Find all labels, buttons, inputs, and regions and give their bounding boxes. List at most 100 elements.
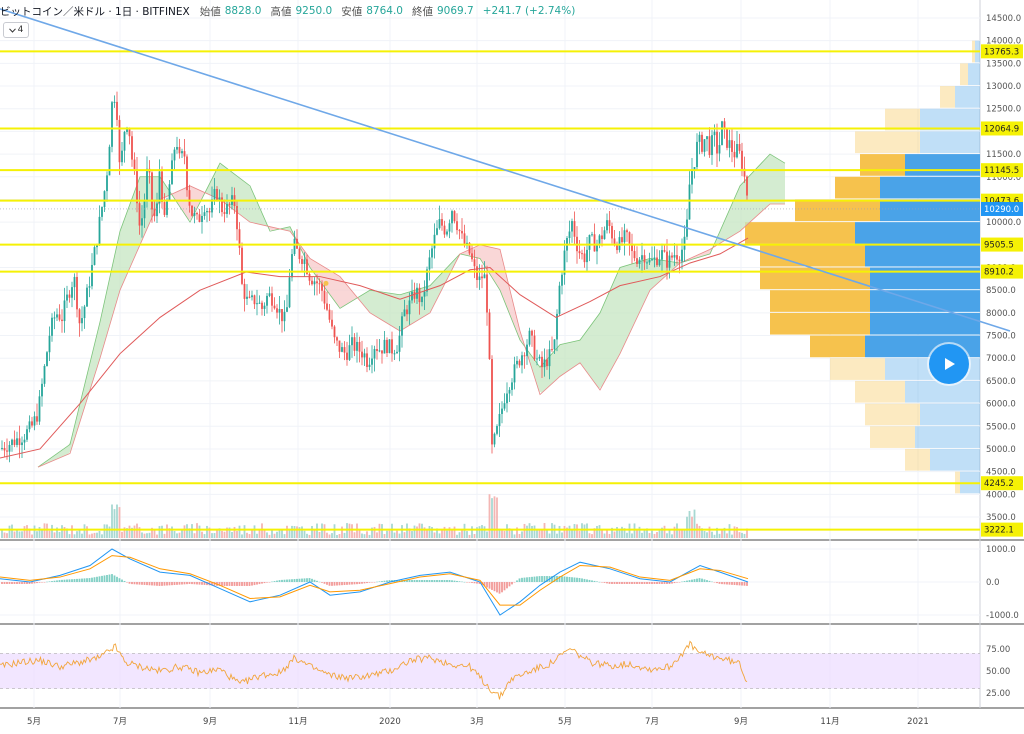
macd-histogram-bar bbox=[693, 579, 696, 582]
volume-bar bbox=[553, 524, 556, 538]
candle-body bbox=[628, 232, 631, 244]
volume-bar bbox=[386, 530, 388, 538]
macd-histogram-bar bbox=[246, 582, 248, 586]
volume-bar bbox=[506, 524, 508, 538]
macd-histogram-bar bbox=[583, 578, 586, 582]
macd-histogram-bar bbox=[256, 582, 258, 585]
candle-body bbox=[553, 339, 556, 350]
candle-body bbox=[551, 349, 553, 351]
macd-histogram-bar bbox=[91, 577, 93, 582]
volume-bar bbox=[286, 525, 288, 538]
candle-body bbox=[323, 290, 326, 304]
macd-histogram-bar bbox=[386, 580, 388, 582]
macd-histogram-bar bbox=[416, 580, 418, 582]
volume-bar bbox=[606, 529, 608, 538]
indicator-toggle-button[interactable]: 4 bbox=[3, 22, 29, 38]
macd-histogram-bar bbox=[446, 580, 448, 582]
candle-body bbox=[78, 309, 81, 324]
volume-bar bbox=[513, 534, 516, 538]
macd-histogram-bar bbox=[203, 582, 206, 585]
volume-bar bbox=[198, 525, 201, 538]
candle-body bbox=[348, 345, 351, 360]
volume-bar bbox=[663, 525, 666, 538]
macd-histogram-bar bbox=[501, 582, 503, 593]
volume-bar bbox=[548, 533, 551, 538]
candle-body bbox=[603, 230, 606, 240]
volume-bar bbox=[406, 523, 408, 538]
macd-histogram-bar bbox=[296, 578, 298, 582]
volume-bar bbox=[696, 523, 698, 538]
candle-body bbox=[256, 303, 258, 305]
candle-body bbox=[743, 168, 746, 177]
volume-bar bbox=[571, 530, 573, 538]
volume-bar bbox=[496, 497, 498, 538]
candle-body bbox=[663, 250, 666, 252]
volume-bar bbox=[343, 532, 346, 538]
play-button[interactable] bbox=[929, 344, 969, 384]
candle-body bbox=[136, 169, 138, 204]
volume-bar bbox=[1, 529, 3, 538]
candle-body bbox=[701, 134, 703, 152]
macd-histogram-bar bbox=[153, 582, 156, 586]
volume-bar bbox=[238, 525, 241, 538]
macd-histogram-bar bbox=[586, 579, 588, 582]
volume-bar bbox=[96, 532, 98, 538]
candle-body bbox=[241, 247, 243, 284]
candle-body bbox=[653, 257, 656, 260]
level-price-tag bbox=[981, 121, 1023, 136]
volume-profile-bar-up bbox=[795, 199, 880, 222]
candle-body bbox=[38, 396, 41, 422]
volume-profile-bar-down bbox=[905, 154, 980, 176]
macd-histogram-bar bbox=[558, 576, 561, 582]
volume-profile-bar-up bbox=[770, 312, 870, 335]
candle-body bbox=[83, 306, 86, 319]
macd-histogram-bar bbox=[46, 581, 48, 583]
volume-profile-bar-down bbox=[880, 176, 980, 199]
candle-body bbox=[133, 159, 136, 170]
candle-body bbox=[171, 160, 173, 185]
macd-histogram-bar bbox=[108, 574, 111, 582]
volume-bar bbox=[263, 529, 266, 538]
candle-body bbox=[113, 101, 116, 103]
candle-body bbox=[141, 218, 143, 226]
macd-histogram-bar bbox=[36, 582, 38, 584]
volume-bar bbox=[366, 531, 368, 538]
level-price-label: 10473.6 bbox=[984, 197, 1019, 207]
macd-histogram-bar bbox=[1, 582, 3, 584]
macd-histogram-bar bbox=[523, 577, 526, 582]
price-tick-label: 13500.0 bbox=[986, 59, 1021, 69]
macd-histogram-bar bbox=[626, 582, 628, 584]
candle-body bbox=[46, 352, 48, 367]
macd-histogram-bar bbox=[688, 580, 691, 582]
candle-body bbox=[531, 330, 533, 336]
time-axis-label: 5月 bbox=[27, 717, 41, 727]
macd-histogram-bar bbox=[333, 582, 336, 586]
volume-bar bbox=[23, 526, 26, 538]
macd-histogram-bar bbox=[133, 582, 136, 585]
rsi-tick-label: 25.00 bbox=[986, 689, 1010, 699]
macd-histogram-bar bbox=[38, 582, 41, 583]
candle-body bbox=[3, 447, 6, 451]
macd-histogram-bar bbox=[388, 580, 391, 582]
candle-body bbox=[33, 416, 36, 426]
candle-body bbox=[643, 255, 646, 263]
macd-histogram-bar bbox=[671, 582, 673, 584]
macd-histogram-bar bbox=[136, 582, 138, 585]
macd-histogram-bar bbox=[643, 582, 646, 584]
candle-body bbox=[538, 356, 541, 359]
symbol-title[interactable]: ビットコイン／米ドル · 1日 · BITFINEX bbox=[0, 5, 190, 18]
candle-body bbox=[601, 235, 603, 240]
macd-histogram-bar bbox=[531, 576, 533, 582]
volume-bar bbox=[81, 533, 83, 538]
candle-body bbox=[261, 302, 263, 309]
macd-histogram-bar bbox=[633, 582, 636, 584]
volume-bar bbox=[628, 523, 631, 538]
macd-histogram-bar bbox=[378, 581, 381, 582]
volume-bar bbox=[321, 523, 323, 538]
volume-bar bbox=[121, 531, 123, 538]
candle-body bbox=[376, 348, 378, 352]
macd-histogram-bar bbox=[681, 581, 683, 583]
level-price-label: 9505.5 bbox=[984, 241, 1014, 251]
volume-bar bbox=[146, 533, 148, 538]
